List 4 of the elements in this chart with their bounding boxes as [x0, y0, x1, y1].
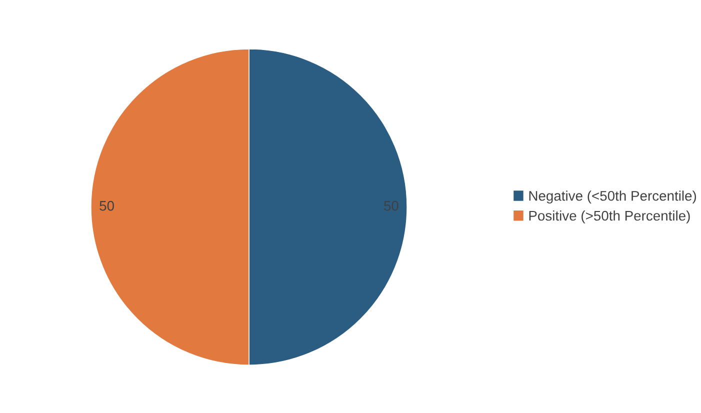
legend-label: Negative (<50th Percentile): [529, 190, 696, 204]
data-label: 50: [384, 200, 398, 211]
data-label: 50: [100, 200, 114, 211]
legend-label: Positive (>50th Percentile): [529, 210, 690, 224]
